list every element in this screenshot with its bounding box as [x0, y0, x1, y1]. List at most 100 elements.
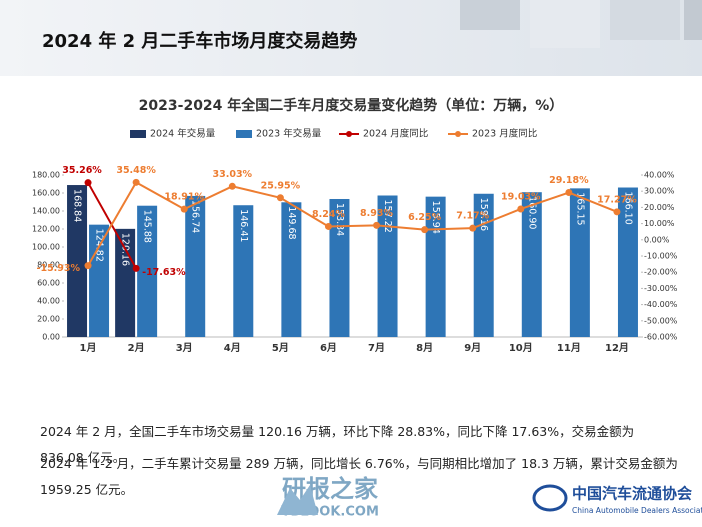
deco-block — [610, 0, 680, 40]
line-point — [132, 178, 140, 186]
line-point — [84, 179, 92, 187]
legend-label: 2023 月度同比 — [472, 128, 537, 140]
line-value-label: 19.03% — [501, 191, 541, 202]
line-value-label: 25.95% — [261, 180, 301, 191]
line-point — [324, 222, 332, 230]
line-value-label: 35.26% — [62, 165, 102, 176]
legend-label: 2023 年交易量 — [256, 128, 322, 140]
bar — [473, 193, 494, 337]
x-tick-label: 8月 — [416, 342, 433, 354]
bar-value-label: 166.10 — [622, 192, 633, 225]
line-value-label: -17.63% — [142, 267, 186, 278]
bar — [185, 195, 206, 337]
line-point — [613, 208, 621, 216]
y2-tick-label: -20.00% — [644, 268, 678, 277]
line-value-label: 8.93% — [360, 208, 393, 219]
bar — [425, 196, 446, 337]
line-point — [421, 226, 429, 234]
x-tick-label: 12月 — [605, 342, 629, 354]
legend-swatch — [130, 130, 146, 138]
y2-tick-label: 10.00% — [644, 219, 675, 228]
deco-block — [530, 0, 600, 48]
y-tick-label: 160.00 — [32, 189, 60, 198]
y2-tick-label: 0.00% — [644, 235, 670, 244]
line-value-label: 18.91% — [164, 192, 204, 203]
chart-title: 2023-2024 年全国二手车月度交易量变化趋势（单位：万辆，%） — [139, 97, 564, 114]
bar-value-label: 156.74 — [190, 200, 201, 233]
bar-value-label: 146.41 — [238, 209, 249, 242]
y-tick-label: 0.00 — [42, 333, 60, 342]
line-value-label: -15.93% — [37, 263, 81, 274]
org-name: 中国汽车流通协会 — [572, 485, 692, 503]
x-tick-label: 1月 — [80, 342, 97, 354]
bar-value-label: 157.22 — [382, 200, 393, 233]
deco-block — [684, 0, 702, 40]
y-tick-label: 120.00 — [32, 225, 60, 234]
bar-value-label: 165.15 — [574, 192, 585, 225]
y-tick-label: 80.00 — [37, 261, 60, 270]
org-name-en: China Automobile Dealers Association — [572, 506, 702, 515]
bar — [281, 202, 302, 337]
line-value-label: 6.25% — [408, 212, 441, 223]
y2-tick-label: 40.00% — [644, 171, 675, 180]
line-value-label: 35.48% — [116, 165, 156, 176]
line-value-label: 17.27% — [597, 194, 637, 205]
bar — [521, 192, 542, 337]
bar-value-label: 149.68 — [286, 206, 297, 239]
y-tick-label: 180.00 — [32, 171, 60, 180]
y2-tick-label: -50.00% — [644, 316, 678, 325]
bar-value-label: 145.88 — [142, 210, 153, 243]
y2-tick-label: -40.00% — [644, 300, 678, 309]
bar-value-label: 168.84 — [72, 189, 83, 222]
x-tick-label: 3月 — [176, 342, 193, 354]
legend-swatch — [236, 130, 252, 138]
x-tick-label: 2月 — [128, 342, 145, 354]
x-tick-label: 6月 — [320, 342, 337, 354]
bar — [569, 188, 590, 337]
y-tick-label: 100.00 — [32, 243, 60, 252]
line-point — [84, 262, 92, 270]
legend-label: 2024 年交易量 — [150, 128, 216, 140]
x-tick-label: 9月 — [464, 342, 481, 354]
y-tick-label: 20.00 — [37, 315, 60, 324]
y-tick-label: 60.00 — [37, 279, 60, 288]
x-tick-label: 7月 — [368, 342, 385, 354]
line-point — [517, 205, 525, 213]
y-tick-label: 140.00 — [32, 207, 60, 216]
bar — [137, 205, 158, 337]
bar-value-label: 160.90 — [526, 196, 537, 229]
paragraph: 2024 年 1-2 月，二手车累计交易量 289 万辆，同比增长 6.76%，… — [40, 456, 678, 497]
bar — [329, 198, 350, 337]
legend-swatch — [346, 131, 352, 137]
bar — [233, 205, 254, 337]
line-value-label: 33.03% — [213, 169, 253, 180]
line — [87, 180, 618, 267]
line-value-label: 7.17% — [456, 211, 489, 222]
x-tick-label: 10月 — [509, 342, 533, 354]
line-point — [132, 264, 140, 272]
bar — [89, 224, 110, 337]
y-tick-label: 40.00 — [37, 297, 60, 306]
legend-swatch — [455, 131, 461, 137]
bar-value-label: 153.34 — [334, 203, 345, 236]
y2-tick-label: 30.00% — [644, 187, 675, 196]
paragraph: 2024 年 2 月，全国二手车市场交易量 120.16 万辆，环比下降 28.… — [40, 424, 635, 465]
y2-tick-label: -10.00% — [644, 252, 678, 261]
y2-tick-label: -60.00% — [644, 333, 678, 342]
x-tick-label: 5月 — [272, 342, 289, 354]
line-point — [228, 182, 236, 190]
line-point — [373, 221, 381, 229]
line-value-label: 29.18% — [549, 175, 589, 186]
bar — [377, 195, 398, 337]
line-point — [565, 189, 573, 197]
bar — [67, 185, 88, 337]
x-tick-label: 4月 — [224, 342, 241, 354]
line-point — [469, 224, 477, 232]
deco-block — [460, 0, 520, 30]
line-point — [180, 205, 188, 213]
org-logo — [532, 484, 568, 512]
line-point — [276, 194, 284, 202]
y2-tick-label: -30.00% — [644, 284, 678, 293]
